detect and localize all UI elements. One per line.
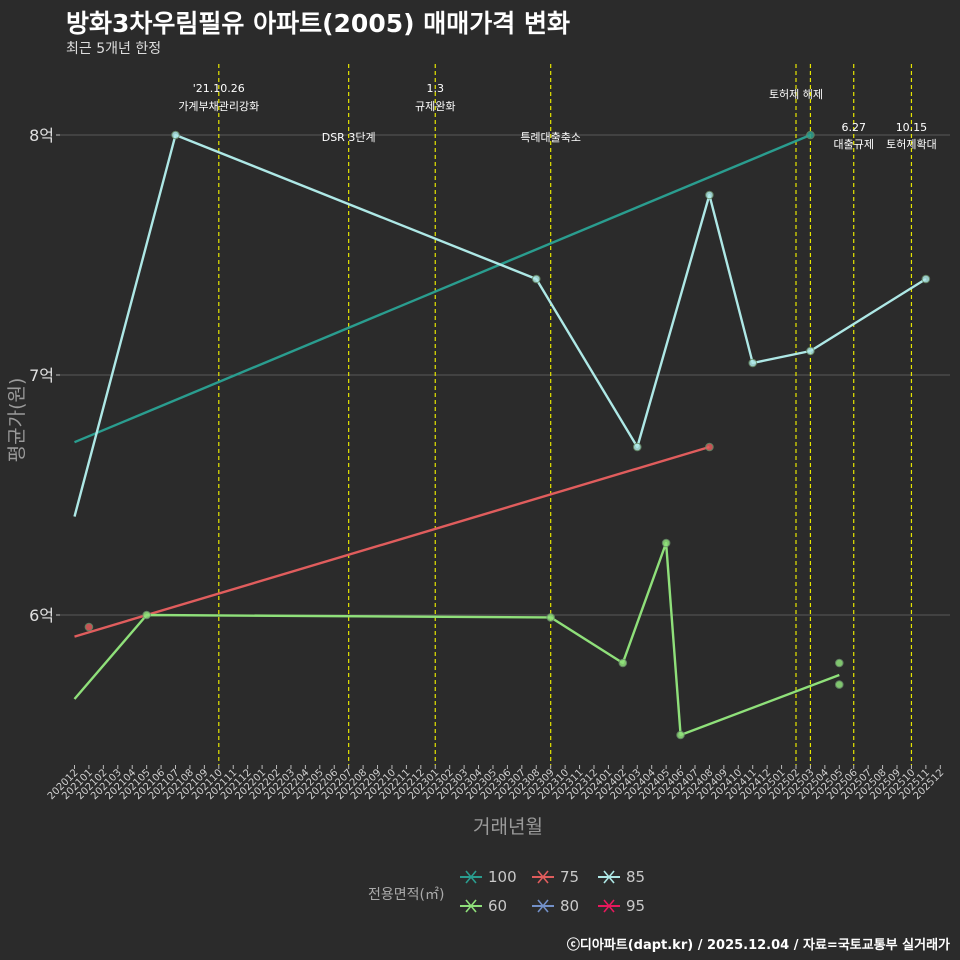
event-label: '21.10.26 (193, 82, 245, 95)
legend-label: 100 (488, 868, 517, 886)
legend-key-icon (460, 899, 482, 913)
event-label: 6.27 (841, 121, 866, 134)
data-point-75 (84, 622, 94, 632)
data-point-60 (546, 613, 555, 622)
event-label: 10.15 (896, 121, 928, 134)
legend-key-icon (598, 899, 620, 913)
data-point-60 (834, 680, 844, 689)
data-point-60 (834, 658, 844, 668)
event-label: 대출규제 (833, 138, 873, 151)
event-label: 토허제 해제 (769, 87, 823, 101)
legend-label: 75 (560, 868, 580, 886)
event-label: 토허제확대 (886, 138, 937, 151)
data-point-85 (531, 274, 541, 284)
legend-key-icon (460, 870, 482, 884)
legend-item-75: 75 (532, 868, 579, 886)
event-label: 특례대출축소 (520, 131, 581, 144)
data-point-85 (748, 358, 758, 368)
legend-key-icon (532, 899, 554, 913)
source-caption: ⓒ디아파트(dapt.kr) / 2025.12.04 / 자료=국토교통부 실… (566, 938, 950, 953)
data-point-60 (142, 610, 151, 620)
y-tick-label: 6억 (29, 606, 54, 625)
series-lines (73, 130, 931, 740)
series-line-75 (74, 445, 710, 638)
legend-key-icon (598, 870, 620, 884)
legend-label: 80 (560, 897, 580, 915)
y-tick-label: 8억 (29, 126, 54, 145)
event-label: DSR 3단계 (322, 131, 376, 144)
data-point-85 (921, 274, 931, 284)
data-point-100 (806, 130, 815, 140)
legend-key-icon (532, 870, 554, 884)
data-point-60 (676, 730, 685, 740)
data-point-60 (661, 538, 671, 548)
data-point-75 (705, 442, 714, 452)
legend-title: 전용면적(㎡) (368, 887, 445, 903)
y-tick-label: 7억 (29, 366, 54, 385)
y-axis: 6억 7억 8억 (29, 126, 60, 625)
series-line-85 (73, 133, 927, 517)
legend-item-80: 80 (532, 897, 579, 915)
x-axis-label: 거래년월 (473, 816, 543, 838)
data-point-60 (618, 658, 628, 668)
event-label: 1.3 (427, 82, 445, 95)
legend-label: 85 (626, 868, 646, 886)
data-point-85 (705, 190, 714, 200)
legend-label: 95 (626, 897, 646, 915)
event-label: 규제완화 (415, 100, 455, 113)
legend-label: 60 (488, 897, 508, 915)
legend-item-85: 85 (598, 868, 645, 886)
series-line-100 (74, 133, 811, 444)
data-point-85 (806, 346, 815, 356)
legend-item-95: 95 (598, 897, 645, 915)
chart-subtitle: 최근 5개년 한정 (66, 41, 162, 57)
chart-title: 방화3차우림필유 아파트(2005) 매매가격 변화 (66, 9, 570, 38)
event-label: 가계부채관리강화 (178, 100, 259, 113)
legend-item-60: 60 (460, 897, 507, 915)
legend-item-100: 100 (460, 868, 517, 886)
data-point-85 (171, 130, 180, 140)
data-point-85 (632, 442, 642, 452)
y-axis-label: 평균가(원) (6, 378, 28, 463)
